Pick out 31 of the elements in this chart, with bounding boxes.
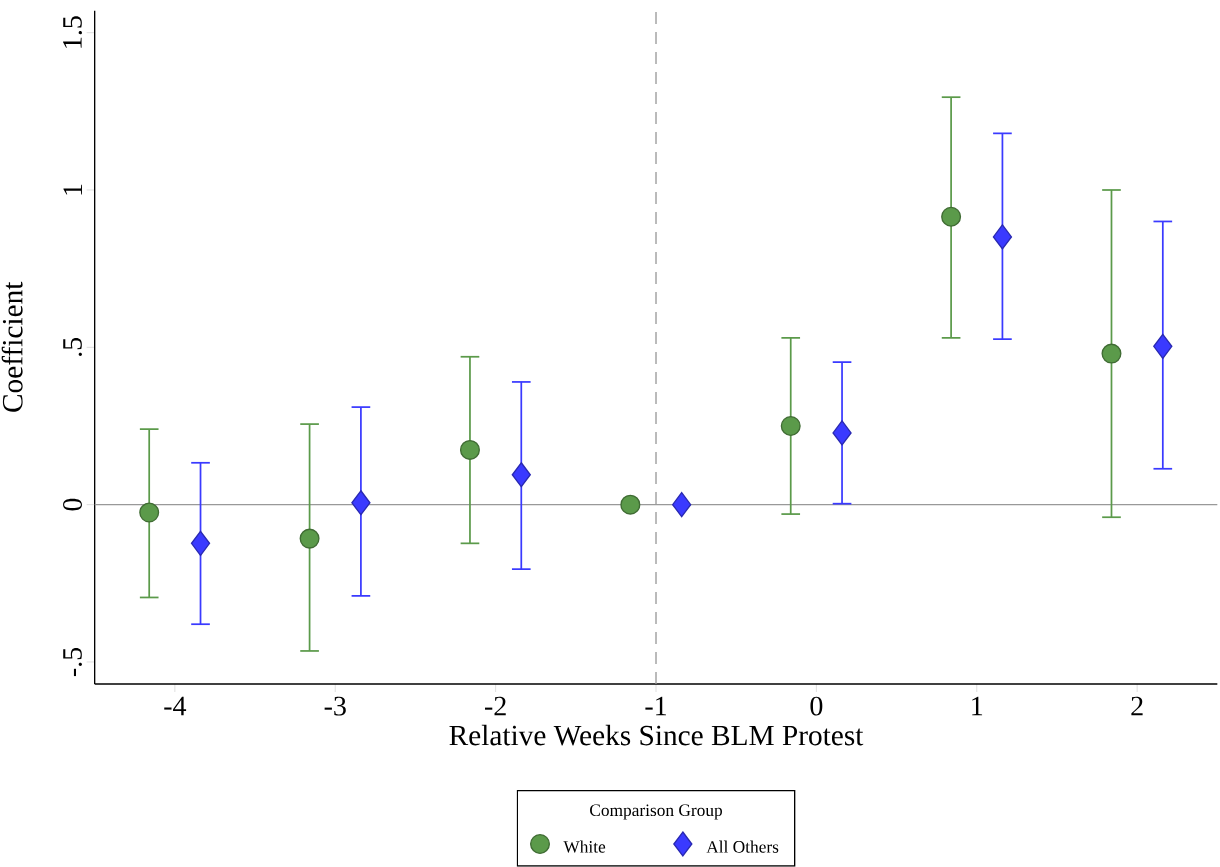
point <box>1101 343 1122 364</box>
point <box>780 416 801 437</box>
legend-title: Comparison Group <box>590 804 723 820</box>
point <box>299 528 320 549</box>
x-tick-label: -4 <box>164 696 187 716</box>
point <box>511 462 531 488</box>
x-tick-label: -3 <box>324 696 346 716</box>
y-tick-label: -.5 <box>63 648 82 677</box>
point <box>190 530 211 557</box>
point <box>941 206 962 227</box>
point <box>459 440 480 461</box>
x-tick-label: 2 <box>1131 696 1143 716</box>
point <box>992 224 1013 250</box>
legend-label: All Others <box>706 840 779 853</box>
point <box>620 494 641 515</box>
point <box>832 420 852 446</box>
point <box>1153 333 1173 360</box>
y-tick-label: .5 <box>63 338 82 357</box>
x-tick-label: 1 <box>972 696 983 716</box>
x-axis-title: Relative Weeks Since BLM Protest <box>449 724 864 746</box>
point <box>671 492 692 518</box>
point <box>139 502 160 523</box>
y-tick-label: 1 <box>63 184 82 195</box>
x-tick-label: -2 <box>485 696 506 716</box>
point <box>351 490 371 516</box>
y-tick-label: 1.5 <box>63 16 82 48</box>
legend-label: White <box>563 840 606 853</box>
y-axis-title: Coefficient <box>1 281 23 412</box>
x-tick-label: -1 <box>645 696 666 716</box>
x-tick-label: 0 <box>810 696 823 716</box>
y-tick-label: 0 <box>63 498 82 511</box>
